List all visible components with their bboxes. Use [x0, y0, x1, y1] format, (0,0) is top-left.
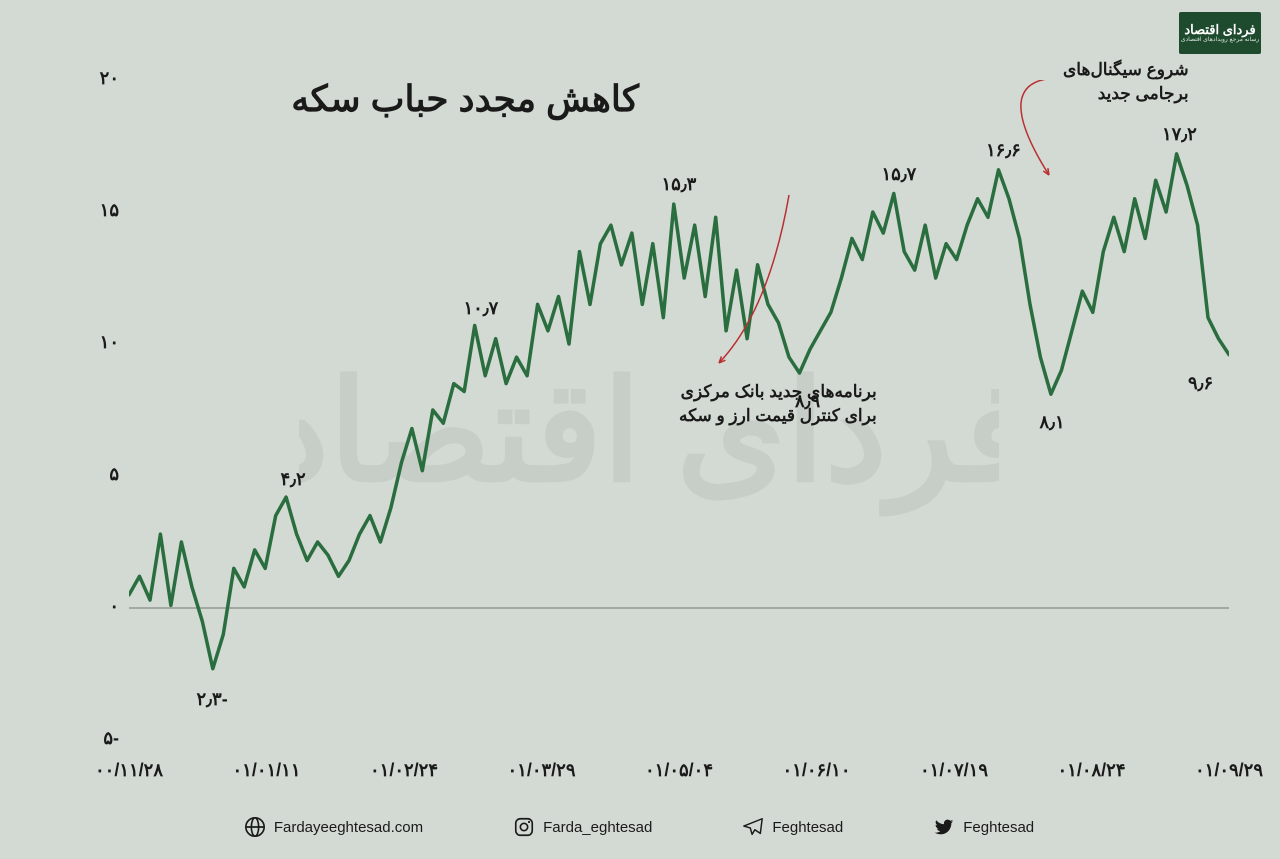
social-telegram-text: Feghtesad	[773, 819, 844, 836]
y-tick: ۱۵	[80, 200, 120, 221]
x-tick: ۰۰/۱۱/۲۸	[96, 760, 164, 781]
x-tick: ۰۱/۰۵/۰۴	[646, 760, 714, 781]
x-tick: ۰۱/۰۹/۲۹	[1196, 760, 1264, 781]
y-tick: -۵	[80, 728, 120, 749]
social-twitter-text: Feghtesad	[964, 819, 1035, 836]
globe-icon	[245, 816, 267, 838]
data-point-label: -۲٫۳	[198, 689, 229, 710]
instagram-icon	[514, 816, 536, 838]
social-website[interactable]: Fardayeeghtesad.com	[245, 816, 424, 838]
social-instagram-text: Farda_eghtesad	[544, 819, 653, 836]
data-point-label: ۱۵٫۳	[663, 174, 698, 195]
logo-sub: رسانه مرجع رویدادهای اقتصادی	[1182, 37, 1260, 44]
data-point-label: ۱۵٫۷	[883, 164, 918, 185]
twitter-icon	[934, 816, 956, 838]
telegram-icon	[743, 816, 765, 838]
data-point-label: ۹٫۶	[1189, 373, 1214, 394]
social-website-text: Fardayeeghtesad.com	[275, 819, 424, 836]
y-tick: ۱۰	[80, 332, 120, 353]
chart-annotation: شروع سیگنال‌هایبرجامی جدید	[1064, 58, 1190, 106]
brand-logo: فردای اقتصاد رسانه مرجع رویدادهای اقتصاد…	[1180, 12, 1262, 54]
social-telegram[interactable]: Feghtesad	[743, 816, 844, 838]
data-point-label: ۱۰٫۷	[465, 298, 500, 319]
x-tick: ۰۱/۰۶/۱۰	[783, 760, 851, 781]
social-twitter[interactable]: Feghtesad	[934, 816, 1035, 838]
x-tick: ۰۱/۰۲/۲۴	[371, 760, 439, 781]
data-point-label: ۱۷٫۲	[1163, 124, 1198, 145]
logo-main: فردای اقتصاد	[1185, 23, 1256, 37]
chart-annotation: برنامه‌های جدید بانک مرکزیبرای کنترل قیم…	[680, 380, 878, 428]
footer: Fardayeeghtesad.com Farda_eghtesad Feght…	[0, 807, 1280, 847]
data-point-label: ۱۶٫۶	[987, 140, 1022, 161]
data-point-label: ۴٫۲	[282, 469, 307, 490]
y-tick: ۵	[80, 464, 120, 485]
x-tick: ۰۱/۰۱/۱۱	[233, 760, 301, 781]
x-tick: ۰۱/۰۷/۱۹	[921, 760, 989, 781]
y-tick: ۰	[80, 596, 120, 617]
y-tick: ۲۰	[80, 68, 120, 89]
data-point-label: ۸٫۱	[1041, 412, 1066, 433]
x-tick: ۰۱/۰۸/۲۴	[1058, 760, 1126, 781]
social-instagram[interactable]: Farda_eghtesad	[514, 816, 653, 838]
x-tick: ۰۱/۰۳/۲۹	[508, 760, 576, 781]
